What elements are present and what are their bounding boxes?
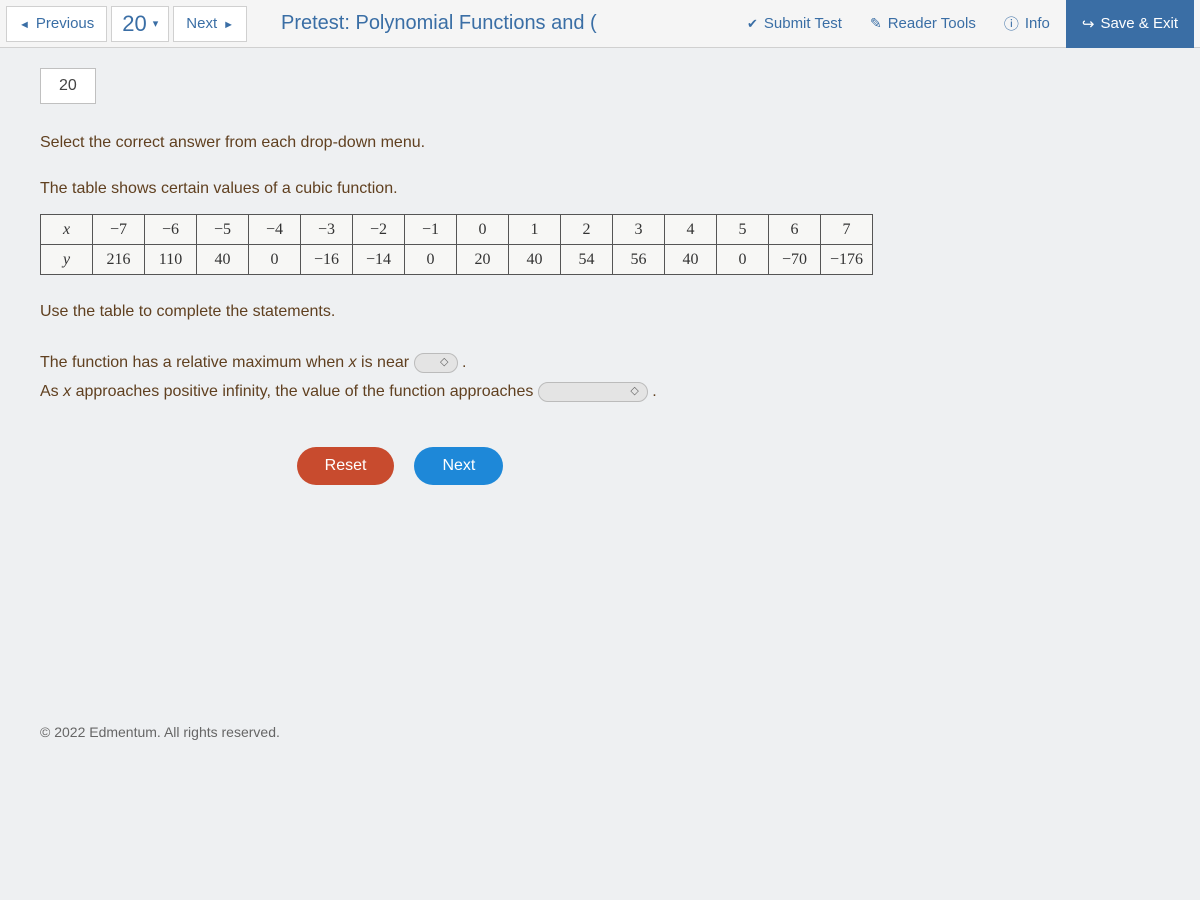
- table-cell: −2: [353, 215, 405, 245]
- table-cell: 0: [405, 245, 457, 275]
- table-cell: −14: [353, 245, 405, 275]
- table-header-x: x: [41, 215, 93, 245]
- app-root: Previous 20 ▾ Next Pretest: Polynomial F…: [0, 0, 1200, 900]
- table-header-y: y: [41, 245, 93, 275]
- table-cell: 0: [249, 245, 301, 275]
- info-label: Info: [1025, 15, 1050, 32]
- function-table: x−7−6−5−4−3−2−101234567 y216110400−16−14…: [40, 214, 873, 275]
- question-instruction: Select the correct answer from each drop…: [40, 134, 1160, 152]
- action-buttons: Reset Next: [40, 447, 1160, 485]
- topbar-right: Submit Test Reader Tools Info Save & Exi…: [735, 0, 1194, 48]
- table-cell: 216: [93, 245, 145, 275]
- arrow-left-icon: [19, 15, 30, 32]
- sentence-2: As x approaches positive infinity, the v…: [40, 378, 1160, 407]
- next-nav-label: Next: [186, 15, 217, 32]
- save-exit-button[interactable]: Save & Exit: [1066, 0, 1194, 48]
- table-cell: 40: [197, 245, 249, 275]
- dropdown-end-behavior[interactable]: ◇: [538, 382, 648, 402]
- dropdown-relative-max[interactable]: ◇: [414, 353, 458, 373]
- copyright-footer: © 2022 Edmentum. All rights reserved.: [40, 724, 280, 740]
- sentence2-part-c: .: [652, 383, 656, 400]
- check-icon: [747, 15, 758, 32]
- assessment-title: Pretest: Polynomial Functions and (: [251, 12, 731, 35]
- table-cell: −4: [249, 215, 301, 245]
- table-cell: 54: [561, 245, 613, 275]
- info-button[interactable]: Info: [992, 7, 1062, 40]
- table-cell: 3: [613, 215, 665, 245]
- question-number-box: 20: [40, 68, 96, 104]
- sentence-1: The function has a relative maximum when…: [40, 349, 1160, 378]
- table-cell: 6: [769, 215, 821, 245]
- table-cell: 40: [665, 245, 717, 275]
- table-cell: 110: [145, 245, 197, 275]
- table-cell: 40: [509, 245, 561, 275]
- question-selector-value: 20: [122, 11, 146, 37]
- sentence1-part-c: .: [462, 354, 466, 371]
- table-cell: −6: [145, 215, 197, 245]
- next-nav-button[interactable]: Next: [173, 6, 247, 42]
- topbar: Previous 20 ▾ Next Pretest: Polynomial F…: [0, 0, 1200, 48]
- submit-test-button[interactable]: Submit Test: [735, 9, 854, 38]
- table-cell: 0: [717, 245, 769, 275]
- tool-icon: [870, 15, 882, 32]
- table-cell: −5: [197, 215, 249, 245]
- content-area: 20 Select the correct answer from each d…: [0, 48, 1200, 900]
- previous-label: Previous: [36, 15, 94, 32]
- table-cell: −1: [405, 215, 457, 245]
- info-icon: [1004, 13, 1019, 34]
- table-cell: −3: [301, 215, 353, 245]
- save-exit-label: Save & Exit: [1100, 15, 1178, 32]
- completion-prompt: Use the table to complete the statements…: [40, 303, 1160, 321]
- sentence1-part-a: The function has a relative maximum when: [40, 354, 349, 371]
- table-row-y: y216110400−16−14020405456400−70−176: [41, 245, 873, 275]
- table-cell: −176: [821, 245, 873, 275]
- table-cell: 7: [821, 215, 873, 245]
- arrow-right-icon: [223, 15, 234, 32]
- submit-label: Submit Test: [764, 15, 842, 32]
- sentence2-part-a: As: [40, 383, 63, 400]
- table-cell: −70: [769, 245, 821, 275]
- table-row-x: x−7−6−5−4−3−2−101234567: [41, 215, 873, 245]
- reset-button[interactable]: Reset: [297, 447, 395, 485]
- question-selector[interactable]: 20 ▾: [111, 6, 169, 42]
- chevron-down-icon: ▾: [153, 17, 159, 30]
- table-cell: −16: [301, 245, 353, 275]
- table-cell: 5: [717, 215, 769, 245]
- sentence2-part-b: approaches positive infinity, the value …: [71, 383, 538, 400]
- table-cell: 56: [613, 245, 665, 275]
- table-cell: −7: [93, 215, 145, 245]
- sentence1-part-b: is near: [357, 354, 414, 371]
- table-cell: 20: [457, 245, 509, 275]
- previous-button[interactable]: Previous: [6, 6, 107, 42]
- question-description: The table shows certain values of a cubi…: [40, 180, 1160, 198]
- reader-tools-label: Reader Tools: [888, 15, 976, 32]
- reader-tools-button[interactable]: Reader Tools: [858, 9, 988, 38]
- sentence1-var: x: [349, 354, 357, 371]
- table-cell: 4: [665, 215, 717, 245]
- sentence2-var: x: [63, 383, 71, 400]
- next-button[interactable]: Next: [414, 447, 503, 485]
- table-cell: 1: [509, 215, 561, 245]
- table-cell: 2: [561, 215, 613, 245]
- exit-icon: [1082, 15, 1095, 33]
- table-cell: 0: [457, 215, 509, 245]
